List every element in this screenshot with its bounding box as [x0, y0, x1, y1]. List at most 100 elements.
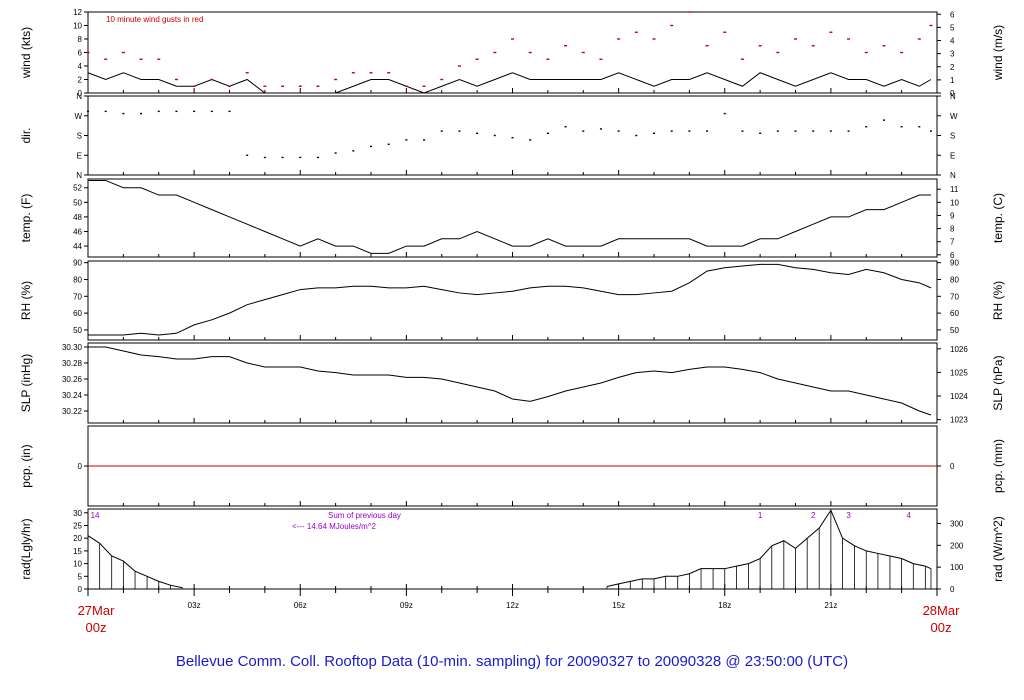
direction-point: [493, 134, 496, 137]
direction-point: [210, 110, 213, 113]
gust-point: [917, 38, 921, 40]
gust-point: [847, 38, 851, 40]
panel-frame: [87, 95, 938, 176]
direction-point: [175, 110, 178, 113]
direction-point: [759, 132, 762, 135]
y-tick-label-right: 70: [950, 292, 959, 301]
direction-point: [882, 119, 885, 121]
gust-point: [652, 38, 656, 40]
y-tick-label: 5: [78, 572, 83, 581]
gust-point: [404, 85, 408, 87]
y-tick-label: S: [77, 132, 82, 141]
y-tick-label-right: 200: [950, 541, 964, 550]
left-axis-label: temp. (F): [19, 194, 33, 243]
direction-point: [900, 126, 903, 128]
gust-point: [758, 45, 762, 47]
y-tick-label-right: 1026: [950, 345, 968, 354]
series-line: [88, 346, 932, 416]
direction-point: [423, 139, 426, 141]
wind-series-line: [87, 72, 932, 94]
gust-point: [440, 78, 444, 81]
direction-point: [794, 130, 797, 132]
y-tick-label: 0: [78, 89, 83, 98]
time-tick-label: 06z: [294, 601, 307, 610]
y-tick-label-right: 10: [950, 198, 959, 207]
start-date-label: 27Mar: [78, 603, 116, 618]
radiation-envelope: [606, 509, 932, 587]
panel-frame: [87, 508, 938, 590]
direction-point: [334, 152, 337, 154]
gust-point: [723, 31, 727, 33]
radiation-marker-label: 3: [846, 511, 851, 520]
y-tick-label: 15: [73, 547, 82, 556]
y-tick-label-right: N: [950, 92, 956, 101]
direction-point: [653, 132, 655, 135]
gust-point: [599, 58, 603, 60]
y-tick-label: 44: [73, 242, 82, 251]
gust-point: [864, 51, 868, 54]
y-tick-label: 10: [73, 560, 82, 569]
direction-point: [316, 156, 319, 159]
gust-point: [929, 24, 933, 27]
direction-point: [263, 156, 266, 159]
direction-point: [104, 110, 107, 113]
direction-point: [929, 130, 932, 132]
gust-point: [174, 78, 178, 81]
footer-title: Bellevue Comm. Coll. Rooftop Data (10-mi…: [176, 653, 848, 670]
gust-point: [457, 65, 461, 67]
gust-point: [475, 58, 479, 60]
gust-point: [228, 85, 231, 87]
direction-point: [387, 143, 390, 145]
gust-point: [740, 58, 744, 60]
direction-point: [635, 134, 638, 137]
gust-point: [811, 45, 815, 47]
panel-frame: [87, 342, 938, 424]
right-axis-label: RH (%): [991, 281, 1005, 320]
right-axis-label: SLP (hPa): [991, 355, 1005, 410]
panel-frame: [87, 260, 938, 341]
panels-group: wind (kts) wind (m/s) dir. temp. (F) temp. (…: [19, 8, 1005, 610]
direction-point: [281, 156, 284, 159]
gust-point: [281, 85, 285, 87]
y-tick-label: 30.30: [62, 343, 83, 352]
direction-point: [617, 130, 620, 132]
y-tick-label-right: 300: [950, 519, 964, 528]
y-tick-label-right: 2: [950, 63, 955, 72]
gust-point: [369, 72, 373, 74]
y-tick-label: E: [77, 151, 82, 160]
direction-point: [87, 110, 89, 113]
direction-point: [582, 130, 585, 132]
y-tick-label: 30.24: [62, 391, 83, 400]
y-tick-label: N: [76, 92, 82, 101]
y-tick-label-right: W: [950, 112, 958, 121]
radiation-marker-label: 2: [811, 511, 816, 520]
y-tick-label-right: 7: [950, 238, 955, 247]
y-tick-label: 8: [78, 35, 83, 44]
gust-point: [794, 38, 797, 40]
y-tick-label: 10: [73, 22, 82, 31]
gust-point: [422, 85, 426, 87]
right-axis-label: pcp. (mm): [991, 439, 1005, 493]
direction-point: [706, 130, 709, 132]
y-tick-label-right: 4: [950, 37, 955, 46]
gust-annotation: 10 minute wind gusts in red: [106, 15, 203, 24]
direction-point: [723, 112, 726, 115]
left-axis-label: pcp. (in): [19, 444, 33, 487]
direction-point: [865, 126, 868, 128]
time-tick-label: 03z: [188, 601, 201, 610]
gust-point: [581, 51, 585, 54]
gust-point: [210, 78, 214, 81]
direction-point: [299, 156, 302, 159]
y-tick-label: 30: [73, 509, 82, 518]
y-tick-label: W: [74, 112, 82, 121]
gust-point: [900, 51, 904, 54]
y-tick-label: 20: [73, 534, 82, 543]
y-tick-label: 90: [73, 259, 82, 268]
y-tick-label: 46: [73, 227, 82, 236]
y-tick-label: 30.28: [62, 359, 83, 368]
y-tick-label: 50: [73, 326, 82, 335]
radiation-note-2: <--- 14.64 MJoules/m^2: [292, 522, 377, 531]
y-tick-label: 30.26: [62, 375, 83, 384]
gust-point: [263, 85, 267, 87]
